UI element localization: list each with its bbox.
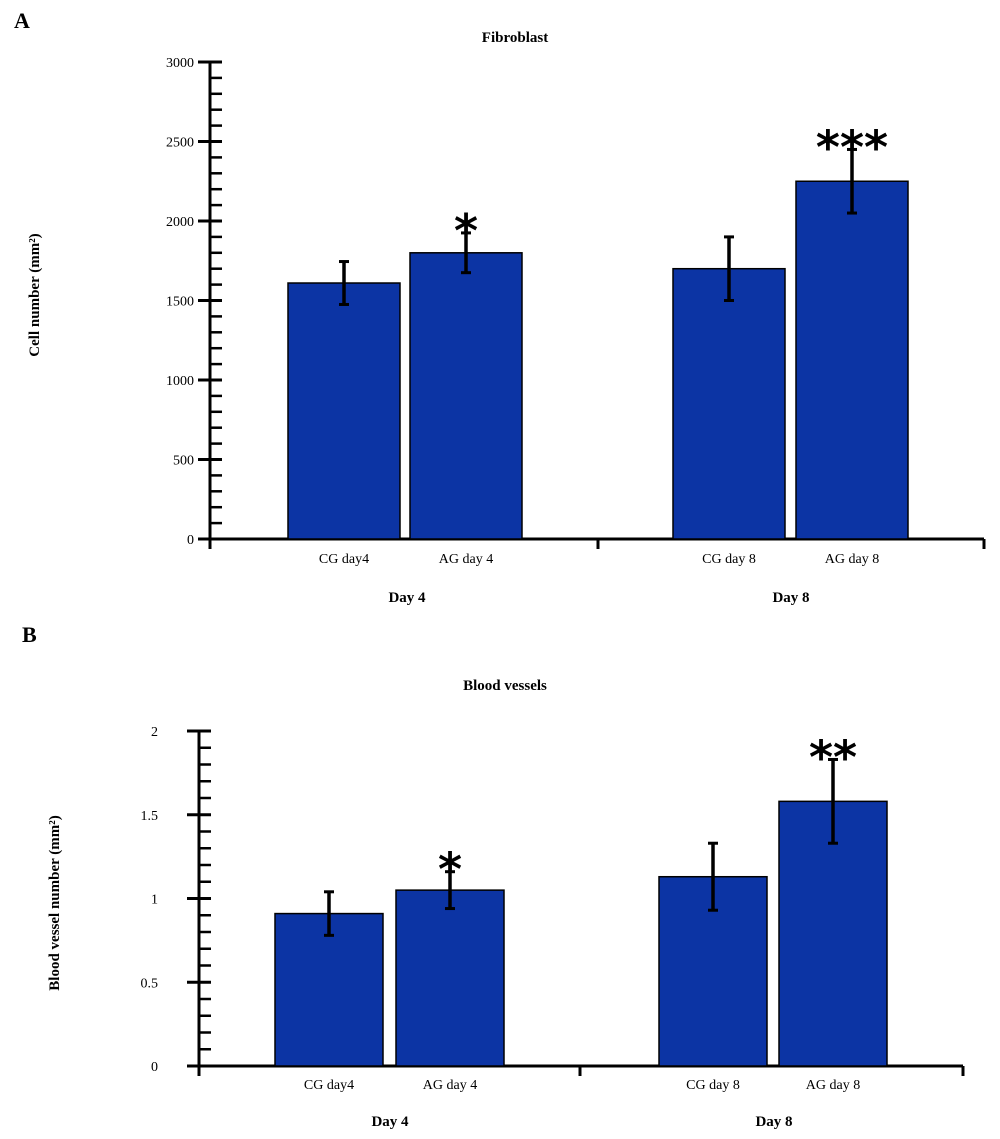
bar-4 (778, 800, 888, 1067)
y-tick-label: 0 (187, 533, 194, 548)
category-label-2: AG day 4 (439, 552, 493, 567)
bar-2 (395, 889, 505, 1067)
y-tick-label: 2 (151, 725, 158, 740)
y-tick-label: 500 (173, 454, 194, 469)
panel-letter-a: A (14, 8, 30, 33)
bar-1 (274, 912, 384, 1067)
group-label-1: Day 4 (388, 590, 426, 606)
labels-a: 0 500 1000 1500 2000 2500 3000 CG day4 * AG day 4… (166, 56, 888, 606)
significance-marker-2: * (438, 843, 462, 897)
y-axis-label-a: Cell number (mm²) (27, 233, 43, 356)
group-label-2: Day 8 (755, 1114, 792, 1130)
y-axis-label-b: Blood vessel number (mm²) (47, 815, 63, 990)
category-label-4: AG day 8 (806, 1078, 860, 1093)
chart-title-b: Blood vessels (463, 678, 547, 694)
chart-title-a: Fibroblast (482, 30, 548, 46)
panel-letter-b: B (22, 622, 37, 647)
y-tick-label: 1500 (166, 295, 194, 310)
category-label-1: CG day4 (319, 552, 369, 567)
category-label-2: AG day 4 (423, 1078, 477, 1093)
y-tick-label: 0 (151, 1060, 158, 1075)
y-tick-label: 2000 (166, 215, 194, 230)
group-label-1: Day 4 (371, 1114, 409, 1130)
panel-a-fibroblast: A Fibroblast Cell number (mm²) 0 500 1000 1… (14, 8, 986, 606)
bar-2 (409, 252, 523, 540)
y-tick-label: 2500 (166, 136, 194, 151)
significance-marker-4: ** (809, 730, 857, 784)
y-tick-label: 3000 (166, 56, 194, 71)
bar-1 (287, 282, 401, 540)
significance-marker-2: * (454, 204, 478, 258)
group-label-2: Day 8 (772, 590, 809, 606)
y-tick-label: 1000 (166, 374, 194, 389)
bar-3 (672, 267, 786, 540)
category-label-4: AG day 8 (825, 552, 879, 567)
y-tick-label: 0.5 (141, 976, 159, 991)
y-tick-label: 1.5 (141, 809, 159, 824)
bars-a (287, 147, 909, 540)
significance-marker-4: *** (816, 120, 888, 174)
category-label-3: CG day 8 (702, 552, 756, 567)
category-label-1: CG day4 (304, 1078, 354, 1093)
panel-b-blood-vessels: B Blood vessels Blood vessel number (mm²… (22, 622, 965, 1130)
y-tick-label: 1 (151, 893, 158, 908)
category-label-3: CG day 8 (686, 1078, 740, 1093)
labels-b: 0 0.5 1 1.5 2 CG day4 * AG day 4 CG day 8 ** AG da… (141, 725, 861, 1130)
bar-4 (795, 180, 909, 540)
bars-b (274, 757, 888, 1067)
